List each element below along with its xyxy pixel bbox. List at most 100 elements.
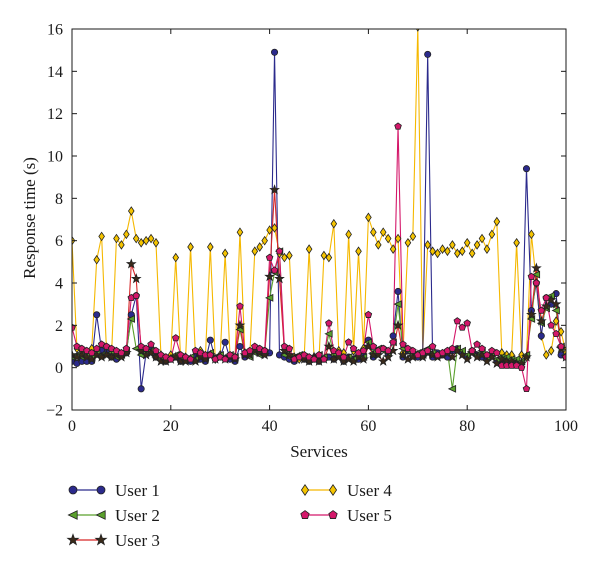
x-tick-label: 0 [68, 418, 76, 435]
data-point-user-4 [266, 225, 273, 235]
y-tick-label: −2 [46, 403, 63, 420]
data-point-user-3 [323, 340, 335, 352]
data-point-user-1 [271, 48, 279, 56]
data-point-user-3 [353, 351, 364, 362]
data-point-user-5 [167, 355, 175, 363]
data-point-user-1 [236, 342, 244, 351]
data-point-user-4 [286, 250, 293, 261]
data-point-user-4 [439, 244, 446, 254]
legend-marker [300, 484, 310, 496]
x-tick-label: 40 [262, 418, 278, 435]
y-axis-title: Response time (s) [20, 157, 39, 279]
y-tick-label: 8 [55, 191, 63, 208]
data-point-user-3 [269, 184, 280, 195]
data-point-user-2 [531, 270, 541, 279]
data-point-user-4 [488, 229, 496, 240]
data-point-user-3 [264, 271, 275, 282]
legend-marker [328, 484, 338, 496]
data-point-user-4 [305, 244, 313, 254]
data-point-user-4 [424, 240, 431, 250]
data-point-user-5 [122, 344, 131, 352]
data-point-user-5 [517, 363, 526, 371]
data-point-user-5 [147, 340, 155, 348]
data-point-user-2 [324, 329, 333, 338]
data-point-user-4 [137, 237, 145, 248]
data-point-user-4 [458, 246, 466, 257]
data-point-user-1 [394, 287, 402, 296]
data-point-user-4 [483, 244, 491, 254]
y-tick-label: 2 [55, 318, 63, 335]
data-point-user-5 [448, 344, 457, 352]
legend-label: User 1 [115, 481, 160, 500]
data-point-user-4 [404, 237, 412, 248]
x-tick-label: 20 [163, 418, 179, 435]
data-point-user-5 [468, 346, 476, 354]
data-point-user-2 [447, 384, 457, 393]
data-point-user-4 [528, 229, 535, 240]
data-point-user-4 [454, 248, 461, 259]
data-point-user-3 [461, 353, 473, 364]
data-point-user-3 [234, 319, 246, 330]
data-point-user-4 [152, 237, 160, 248]
legend-item-user-1: User 1 [68, 481, 160, 500]
data-point-user-4 [127, 206, 135, 216]
legend-item-user-5: User 5 [300, 506, 392, 525]
data-point-user-5 [409, 346, 417, 354]
data-point-user-2 [393, 300, 402, 309]
axis-ticks [71, 28, 567, 411]
plot-series-markers [72, 29, 566, 393]
data-point-user-3 [259, 349, 271, 360]
data-point-user-5 [152, 346, 160, 354]
data-point-user-4 [251, 246, 259, 257]
data-point-user-4 [355, 246, 362, 257]
data-point-user-3 [72, 349, 78, 360]
data-point-user-3 [392, 319, 404, 330]
data-point-user-5 [478, 344, 486, 352]
data-point-user-2 [126, 315, 135, 323]
legend-label: User 3 [115, 531, 160, 550]
legend-marker [328, 510, 338, 519]
data-point-user-3 [382, 351, 394, 362]
data-point-user-4 [409, 231, 417, 242]
y-tick-label: 6 [55, 233, 63, 250]
y-tick-label: 4 [55, 276, 63, 293]
data-point-user-5 [186, 355, 195, 363]
legend-marker [66, 533, 80, 546]
data-point-user-4 [434, 248, 441, 259]
data-point-user-4 [221, 248, 229, 259]
y-tick-label: 14 [47, 64, 63, 81]
data-point-user-1 [137, 385, 145, 393]
data-point-user-4 [449, 240, 456, 250]
data-point-user-4 [118, 240, 125, 250]
data-point-user-4 [345, 229, 352, 240]
data-point-user-4 [557, 326, 565, 337]
data-point-user-5 [270, 266, 279, 274]
data-point-user-4 [370, 227, 377, 238]
data-point-user-5 [527, 272, 536, 280]
data-point-user-5 [522, 384, 531, 393]
data-point-user-3 [526, 309, 537, 320]
data-point-user-5 [399, 340, 407, 348]
data-point-user-3 [358, 353, 369, 364]
data-point-user-4 [374, 240, 382, 250]
data-point-user-2 [551, 306, 560, 315]
data-point-user-4 [384, 233, 392, 244]
legend-label: User 5 [347, 506, 392, 525]
data-point-user-4 [207, 242, 214, 252]
data-point-user-3 [447, 351, 458, 362]
data-point-user-4 [172, 252, 180, 263]
data-point-user-2 [265, 293, 274, 302]
data-point-user-5 [275, 247, 284, 255]
series-line-user-2 [72, 250, 566, 390]
legend-marker [300, 510, 310, 519]
data-point-user-4 [123, 229, 130, 240]
data-point-user-4 [261, 235, 268, 246]
data-point-user-3 [274, 273, 285, 284]
legend-marker [95, 510, 106, 520]
data-point-user-3 [372, 349, 384, 360]
series-line-user-1 [72, 51, 566, 390]
series-line-user-3 [72, 189, 566, 364]
y-tick-label: 10 [47, 149, 63, 166]
legend-item-user-3: User 3 [66, 531, 160, 550]
data-point-user-5 [542, 293, 551, 302]
